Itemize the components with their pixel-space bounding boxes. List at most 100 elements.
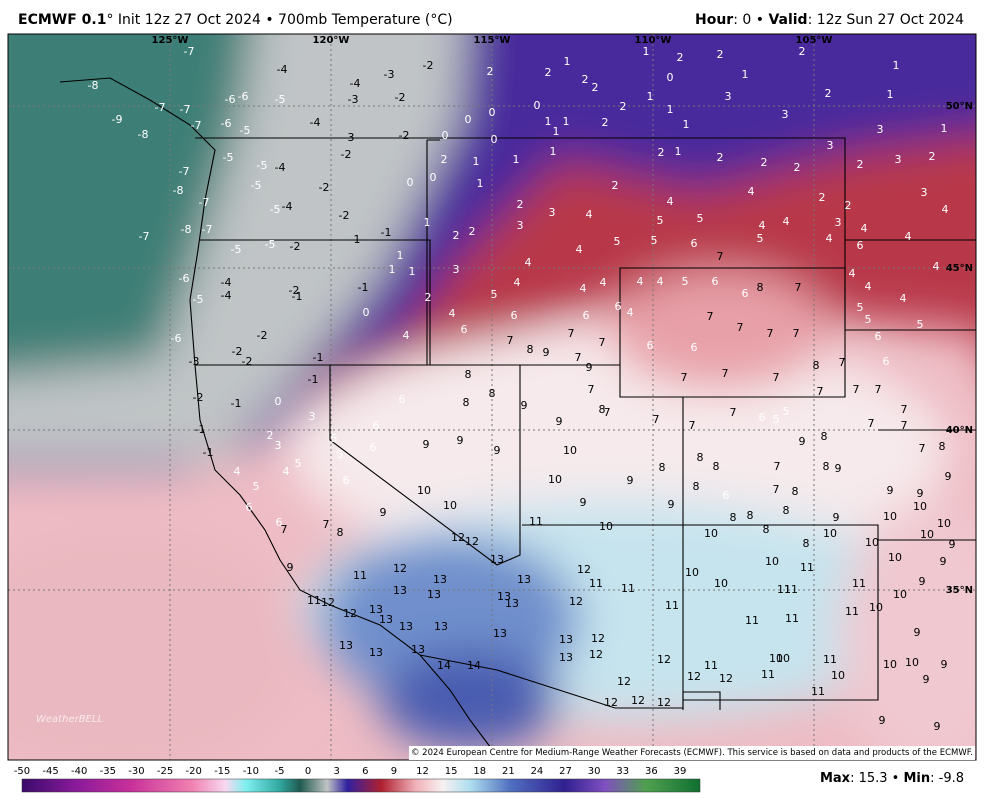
station-value: 7 [868,417,875,430]
colorbar-label: -20 [185,766,201,777]
colorbar-label: -45 [42,766,58,777]
station-value: 4 [667,195,674,208]
station-value: 7 [737,321,744,334]
station-value: 9 [945,470,952,483]
station-value: -4 [275,161,286,174]
station-value: 3 [725,90,732,103]
longitude-label: 110°W [635,35,672,46]
station-value: 10 [937,517,951,530]
station-value: 7 [507,334,514,347]
station-value: 7 [575,351,582,364]
colorbar-label: 6 [362,766,368,777]
station-value: 12 [577,563,591,576]
latitude-label: 45°N [946,263,973,274]
max-value: : 15.3 • [850,771,904,786]
station-value: 1 [513,153,520,166]
station-value: 4 [942,203,949,216]
station-value: 3 [921,186,928,199]
station-value: 2 [620,100,627,113]
colorbar-label: 33 [616,766,629,777]
station-value: 8 [693,480,700,493]
station-value: 9 [457,434,464,447]
station-value: -6 [171,332,182,345]
station-value: 1 [893,59,900,72]
station-value: 4 [826,232,833,245]
station-value: 2 [517,198,524,211]
station-value: 11 [665,599,679,612]
station-value: 12 [719,672,733,685]
station-value: 6 [373,419,380,432]
station-value: 8 [697,451,704,464]
station-value: 12 [687,670,701,683]
station-value: 8 [730,511,737,524]
station-value: 9 [586,361,593,374]
max-label: Max [819,771,851,786]
station-value: 0 [442,129,449,142]
station-value: 4 [748,185,755,198]
station-value: 8 [783,504,790,517]
watermark: WeatherBELL [36,714,103,725]
station-value: 5 [773,413,780,426]
colorbar-label: -30 [128,766,144,777]
station-value: 4 [861,222,868,235]
station-value: 9 [287,561,294,574]
station-value: 10 [765,555,779,568]
station-value: -4 [221,289,232,302]
station-value: 10 [869,601,883,614]
station-value: -5 [251,179,262,192]
station-value: 10 [563,444,577,457]
header-right: Hour: 0 • Valid: 12z Sun 27 Oct 2024 [695,12,964,28]
station-value: 5 [331,432,338,445]
station-value: -1 [358,281,369,294]
station-value: 5 [865,313,872,326]
station-value: 12 [657,653,671,666]
station-value: 3 [827,139,834,152]
station-value: 13 [505,597,519,610]
station-value: 4 [783,215,790,228]
station-value: 11 [785,612,799,625]
station-value: 10 [443,499,457,512]
station-value: -6 [238,90,249,103]
station-value: 10 [831,669,845,682]
station-value: 2 [425,291,432,304]
station-value: 13 [517,573,531,586]
station-value: 11 [621,582,635,595]
station-value: 2 [441,153,448,166]
station-value: 10 [893,588,907,601]
station-value: -6 [221,117,232,130]
station-value: 7 [707,310,714,323]
station-value: 6 [246,501,253,514]
station-value: 12 [465,535,479,548]
station-value: -2 [339,209,350,222]
station-value: 5 [491,288,498,301]
station-value: 7 [588,383,595,396]
min-label: Min [903,771,931,786]
station-value: 4 [627,306,634,319]
station-value: 6 [461,323,468,336]
station-value: -2 [232,345,243,358]
station-value: 9 [494,444,501,457]
station-value: 10 [920,528,934,541]
station-value: -8 [88,79,99,92]
model: ECMWF 0.1 [18,12,107,28]
station-value: -5 [257,159,268,172]
station-value: 9 [887,484,894,497]
station-value: 12 [631,694,645,707]
station-value: 9 [423,438,430,451]
station-value: 9 [917,487,924,500]
station-value: -3 [384,68,395,81]
station-value: 13 [497,590,511,603]
station-value: -1 [381,226,392,239]
station-value: 7 [323,518,330,531]
colorbar-label: -15 [214,766,230,777]
station-value: 0 [489,106,496,119]
station-value: 7 [795,281,802,294]
station-value: 1 [742,68,749,81]
station-value: 11 [777,583,791,596]
station-value: 7 [604,406,611,419]
station-value: 8 [713,460,720,473]
station-value: 10 [883,510,897,523]
station-value: 3 [835,216,842,229]
station-value: 10 [599,520,613,533]
